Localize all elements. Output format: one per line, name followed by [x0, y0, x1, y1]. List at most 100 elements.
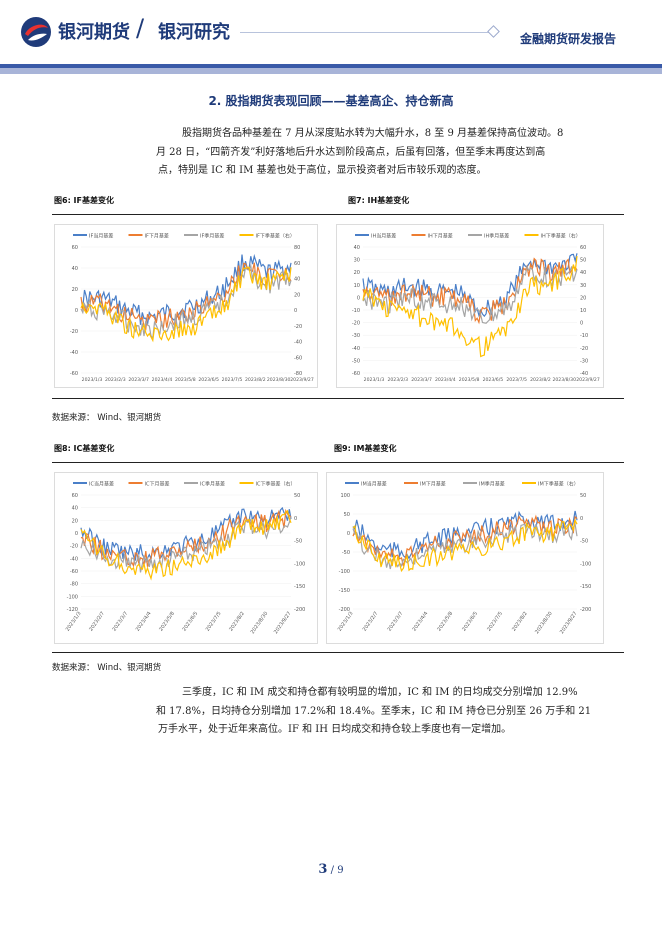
ih-basis-svg: IH当月基差 IH下月基差 IH季月基差 IH下季基差（右） 40 30 20 10 0 -10 -… [352, 233, 600, 384]
y-tick-label: -50 [352, 358, 360, 364]
im-basis-svg: IM当月基差 IM下月基差 IM季月基差 IM下季基差（右） 100 50 0 -50 -100… [337, 481, 592, 636]
legend-label: IF下月基差 [145, 233, 169, 240]
x-tick-label: 2023/1/3 [65, 611, 83, 633]
y-tick-label: -200 [339, 607, 350, 613]
x-tick-label: 2023/2/7 [88, 611, 106, 633]
x-tick-label: 2023/1/3 [82, 377, 103, 383]
y-tick-label: -60 [352, 371, 360, 377]
legend-label: IH下季基差（右） [541, 233, 581, 240]
paragraph-line: 万手水平，处于近年来高位。IF 和 IH 日均成交和持仓较上季度也有一定增加。 [158, 724, 512, 735]
data-source-1: 数据来源： Wind、银河期货 [52, 413, 162, 423]
paragraph-line: 月 28 日，“四箭齐发”利好落地后升水达到阶段高点，后虽有回落，但至季末再度达… [156, 146, 546, 158]
x-tick-label: 2023/6/5 [461, 611, 479, 633]
y-tick-label: 0 [357, 295, 360, 301]
x-tick-label: 2023/3/7 [112, 611, 130, 633]
y-tick-label: -20 [70, 329, 78, 335]
series-line [80, 509, 292, 581]
legend-label: IF下季基差（右） [256, 233, 295, 240]
y2-tick-label: 80 [294, 245, 300, 251]
y-tick-label: -80 [70, 582, 78, 588]
x-tick-label: 2023/8/2 [245, 377, 266, 383]
y-tick-label: 60 [72, 493, 78, 499]
y-tick-label: 20 [354, 270, 360, 276]
x-tick-label: 2023/5/8 [436, 611, 454, 633]
x-tick-label: 2023/5/8 [459, 377, 480, 383]
y-tick-label: 20 [72, 518, 78, 524]
x-tick-label: 2023/9/27 [559, 611, 579, 635]
paragraph-line: 三季度，IC 和 IM 成交和持仓都有较明显的增加，IC 和 IM 的日均成交分… [182, 687, 578, 698]
chart-legend: IF当月基差 IF下月基差 IF季月基差 IF下季基差（右） [73, 233, 295, 240]
paragraph-volume: 三季度，IC 和 IM 成交和持仓都有较明显的增加，IC 和 IM 的日均成交分… [156, 684, 624, 740]
y-tick-label: -30 [352, 333, 360, 339]
x-tick-label: 2023/5/8 [175, 377, 196, 383]
y2-tick-label: -200 [294, 607, 305, 613]
y2-tick-label: 0 [580, 321, 583, 327]
legend-label: IM下月基差 [420, 481, 446, 488]
x-tick-label: 2023/9/27 [576, 377, 600, 383]
series-line [352, 518, 578, 573]
company-name: 银河期货 [58, 22, 130, 43]
legend-label: IM下季基差（右） [538, 481, 579, 488]
galaxy-logo-icon [21, 17, 51, 47]
y-tick-label: 20 [72, 287, 78, 293]
x-tick-label: 2023/9/27 [273, 611, 293, 635]
y2-tick-label: -50 [294, 539, 302, 545]
division-name: 银河研究 [158, 22, 230, 43]
y2-tick-label: 20 [294, 292, 300, 298]
if-basis-svg: IF当月基差 IF下月基差 IF季月基差 IF下季基差（右） 60 40 20 0 -20 -40… [70, 233, 314, 384]
y-tick-label: -40 [352, 346, 360, 352]
logo-divider: / [136, 14, 145, 42]
diamond-icon [487, 25, 500, 38]
x-tick-label: 2023/7/5 [222, 377, 243, 383]
series-line [80, 516, 292, 573]
paragraph-line: 点，特别是 IC 和 IM 基差也处于高位，显示投资者对后市较乐观的态度。 [158, 165, 487, 176]
y2-tick-label: -20 [580, 346, 588, 352]
y-tick-label: 0 [75, 531, 78, 537]
x-tick-label: 2023/4/4 [152, 377, 173, 383]
figure-bottom-rule [52, 398, 624, 399]
x-tick-label: 2023/2/7 [362, 611, 380, 633]
x-tick-label: 2023/8/30 [267, 377, 291, 383]
y-tick-label: 100 [340, 493, 350, 499]
legend-label: IH下月基差 [428, 233, 453, 240]
legend-label: IF当月基差 [89, 233, 113, 240]
legend-label: IH当月基差 [371, 233, 396, 240]
page-number: 3 / 9 [0, 862, 662, 877]
y2-tick-label: 30 [580, 283, 586, 289]
legend-label: IC下季基差（右） [256, 481, 296, 488]
x-tick-label: 2023/3/7 [387, 611, 405, 633]
legend-label: IM季月基差 [479, 481, 505, 488]
figure-7-label: 图7: IH基差变化 [348, 196, 410, 205]
y-tick-label: -100 [339, 569, 350, 575]
y2-tick-label: 10 [580, 308, 586, 314]
chart-if-basis: IF当月基差 IF下月基差 IF季月基差 IF下季基差（右） 60 40 20 0 -20 -40… [54, 224, 318, 388]
y2-tick-label: -150 [580, 584, 591, 590]
y2-tick-label: 40 [580, 270, 586, 276]
figure-6-label: 图6: IF基差变化 [54, 196, 114, 205]
y-tick-label: -100 [67, 594, 78, 600]
figure-8-label: 图8: IC基差变化 [54, 444, 115, 453]
legend-label: IM当月基差 [361, 481, 387, 488]
y-tick-label: 30 [354, 258, 360, 264]
legend-label: IF季月基差 [200, 233, 224, 240]
x-tick-label: 2023/4/4 [435, 377, 456, 383]
header-rule [240, 32, 490, 33]
x-tick-label: 2023/4/4 [135, 611, 153, 633]
y-tick-label: 60 [72, 245, 78, 251]
y2-tick-label: -150 [294, 584, 305, 590]
y-tick-label: -120 [67, 607, 78, 613]
x-tick-label: 2023/8/30 [250, 611, 270, 635]
y2-tick-label: -40 [294, 340, 302, 346]
x-tick-label: 2023/1/3 [337, 611, 355, 633]
x-tick-label: 2023/1/3 [364, 377, 385, 383]
header-band-accent [0, 64, 662, 68]
y2-tick-label: -40 [580, 371, 588, 377]
x-tick-label: 2023/7/5 [205, 611, 223, 633]
x-tick-label: 2023/2/3 [105, 377, 126, 383]
series-line [80, 263, 292, 340]
y2-tick-label: -200 [580, 607, 591, 613]
y2-tick-label: 50 [580, 493, 586, 499]
y2-tick-label: 0 [580, 516, 583, 522]
y2-tick-label: -30 [580, 358, 588, 364]
y-tick-label: 0 [347, 531, 350, 537]
